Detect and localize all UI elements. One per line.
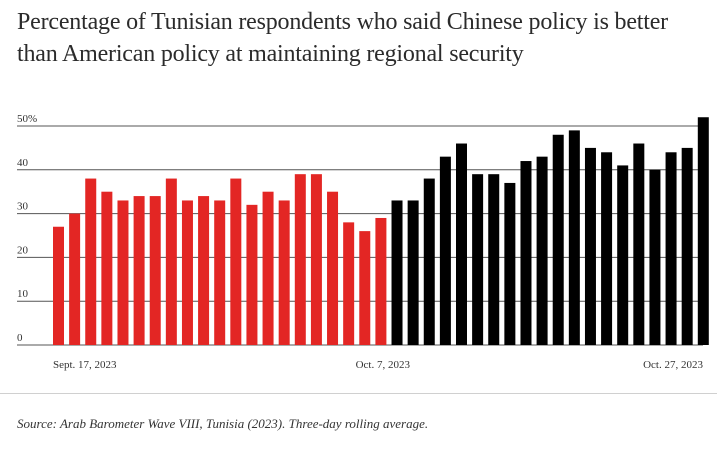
bar-black: [407, 200, 419, 345]
bar-black: [633, 143, 645, 345]
bar-red: [198, 196, 210, 345]
axis-labels: 0 10 20 30 40 50% Sept. 17, 2023 Oct. 7, 2023 Oc…: [17, 113, 703, 371]
bar-black: [456, 143, 467, 345]
y-tick-label: 30: [17, 201, 29, 213]
bar-chart: 0 10 20 30 40 50% Sept. 17, 2023 Oct. 7, 2023 Oc…: [17, 113, 709, 371]
bar-red: [149, 196, 161, 345]
bar-red: [294, 174, 306, 345]
source-note: Source: Arab Barometer Wave VIII, Tunisi…: [17, 416, 429, 431]
bar-black: [665, 152, 677, 345]
y-tick-label: 40: [17, 157, 29, 169]
y-tick-label: 10: [17, 288, 29, 300]
bar-red: [375, 217, 387, 345]
bar-black: [584, 147, 596, 345]
bar-red: [262, 191, 274, 345]
bar-red: [327, 191, 339, 345]
bar-red: [85, 178, 97, 345]
bar-black: [681, 147, 693, 345]
x-tick-label: Sept. 17, 2023: [53, 359, 117, 371]
bar-black: [439, 156, 451, 345]
bar-black: [568, 130, 580, 345]
y-tick-label: 50%: [17, 113, 37, 125]
bar-black: [536, 156, 548, 345]
bar-red: [214, 200, 226, 345]
bar-red: [230, 178, 242, 345]
bars: [53, 117, 709, 346]
y-tick-label: 0: [17, 332, 23, 344]
bar-red: [165, 178, 177, 345]
x-tick-label: Oct. 7, 2023: [356, 359, 411, 371]
bar-red: [101, 191, 113, 345]
bar-red: [343, 222, 355, 345]
bar-black: [617, 165, 629, 345]
bar-red: [359, 231, 371, 345]
bar-black: [552, 134, 564, 345]
bar-black: [649, 169, 661, 345]
bar-red: [278, 200, 290, 345]
bar-black: [488, 174, 500, 345]
chart-title: Percentage of Tunisian respondents who s…: [17, 9, 668, 67]
bar-black: [391, 200, 403, 345]
bar-red: [310, 174, 322, 345]
bar-black: [697, 117, 709, 346]
y-tick-label: 20: [17, 244, 29, 256]
x-tick-label: Oct. 27, 2023: [643, 359, 703, 371]
bar-black: [601, 152, 613, 345]
bar-red: [181, 200, 193, 345]
divider: [0, 393, 717, 394]
bar-red: [133, 196, 145, 345]
bar-red: [117, 200, 129, 345]
bar-black: [423, 178, 435, 345]
bar-red: [246, 204, 258, 345]
bar-black: [504, 182, 516, 345]
bar-red: [69, 213, 81, 345]
bar-black: [472, 174, 484, 345]
bar-black: [520, 161, 532, 345]
bar-red: [53, 226, 64, 345]
